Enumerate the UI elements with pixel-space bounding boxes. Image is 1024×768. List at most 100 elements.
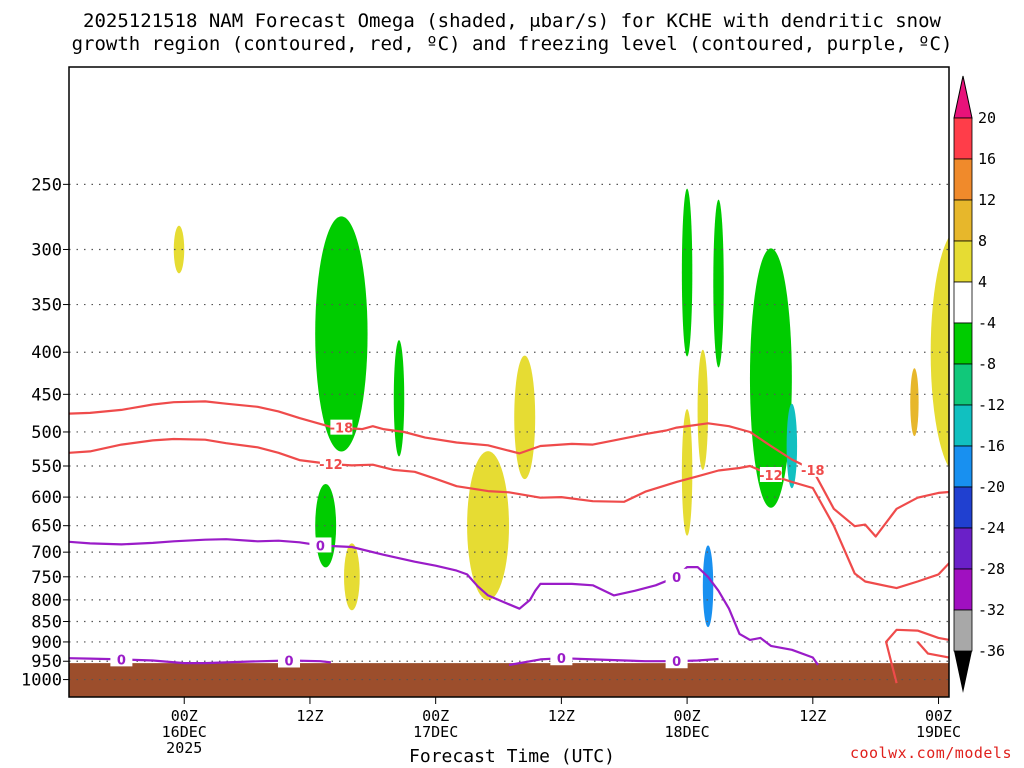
time-tick-label: 00Z bbox=[925, 707, 952, 725]
pressure-tick-label: 350 bbox=[31, 296, 62, 316]
freezing-level-contour-label-bg bbox=[110, 651, 133, 667]
colorbar-label: 8 bbox=[978, 232, 987, 250]
colorbar-swatch bbox=[953, 199, 973, 242]
pressure-tick-label: 800 bbox=[31, 591, 62, 611]
time-tick-label: 00Z bbox=[171, 707, 198, 725]
dendritic-contour-line bbox=[69, 437, 949, 590]
dendritic-contour-label-bg bbox=[801, 461, 824, 477]
dendritic-contour-label-bg bbox=[759, 466, 782, 482]
colorbar-swatch bbox=[953, 486, 973, 529]
omega-shaded-area bbox=[713, 199, 724, 368]
pressure-tick-label: 450 bbox=[31, 385, 62, 405]
pressure-tick-label: 650 bbox=[31, 517, 62, 537]
colorbar-label: 4 bbox=[978, 273, 987, 291]
time-tick-label: 17DEC bbox=[413, 723, 458, 741]
dendritic-contour-label-bg bbox=[330, 419, 353, 435]
time-tick-label: 19DEC bbox=[916, 723, 961, 741]
dendritic-contour-line bbox=[885, 628, 949, 684]
time-tick-label: 00Z bbox=[422, 707, 449, 725]
dendritic-contour-label: -12 bbox=[759, 469, 783, 484]
chart-title-line-2: growth region (contoured, red, ºC) and f… bbox=[71, 33, 953, 55]
freezing-level-contour-label: 0 bbox=[557, 652, 566, 667]
omega-shaded-area bbox=[910, 368, 919, 437]
colorbar-swatch bbox=[953, 609, 973, 652]
chart-title-line-1: 2025121518 NAM Forecast Omega (shaded, μ… bbox=[83, 10, 941, 32]
omega-shaded-area bbox=[344, 543, 360, 611]
pressure-tick-label: 1000 bbox=[21, 671, 62, 691]
freezing-level-contour-label-bg bbox=[665, 653, 688, 669]
freezing-level-contour-label: 0 bbox=[672, 655, 681, 670]
colorbar-label: -24 bbox=[978, 519, 1005, 537]
colorbar-label: -28 bbox=[978, 560, 1005, 578]
colorbar-label: -20 bbox=[978, 478, 1005, 496]
pressure-tick-label: 600 bbox=[31, 488, 62, 508]
freezing-level-contour-label-bg bbox=[278, 652, 300, 668]
colorbar-bottom-triangle bbox=[954, 651, 972, 693]
colorbar-label: 16 bbox=[978, 150, 996, 168]
freezing-level-contour-line bbox=[69, 657, 332, 665]
time-tick-label: 12Z bbox=[799, 707, 826, 725]
source-credit: coolwx.com/models bbox=[849, 744, 1012, 762]
omega-shaded-area bbox=[697, 349, 709, 470]
terrain-fill bbox=[69, 663, 949, 697]
omega-shaded-area bbox=[681, 188, 693, 357]
freezing-level-contour-line bbox=[69, 538, 819, 666]
freezing-level-contour-label: 0 bbox=[316, 539, 325, 554]
freezing-level-contour-label-bg bbox=[309, 537, 332, 553]
colorbar-top-triangle bbox=[953, 75, 973, 119]
colorbar-label: -8 bbox=[978, 355, 996, 373]
omega-shaded-area bbox=[393, 340, 405, 457]
x-axis-title: Forecast Time (UTC) bbox=[409, 746, 615, 767]
pressure-tick-label: 250 bbox=[31, 175, 62, 195]
colorbar-swatch bbox=[953, 527, 973, 570]
colorbar-swatch bbox=[953, 445, 973, 488]
time-tick-label: 12Z bbox=[548, 707, 575, 725]
dendritic-contour-line bbox=[69, 400, 949, 538]
time-tick-label: 2025 bbox=[166, 739, 202, 757]
time-tick-label: 18DEC bbox=[665, 723, 710, 741]
omega-shaded-area bbox=[749, 248, 792, 508]
omega-shaded-area bbox=[681, 409, 693, 536]
omega-shading-layer bbox=[173, 188, 949, 628]
pressure-tick-label: 700 bbox=[31, 543, 62, 563]
pressure-tick-label: 900 bbox=[31, 633, 62, 653]
omega-shaded-area bbox=[467, 451, 509, 601]
plot-frame bbox=[68, 66, 950, 698]
colorbar-label: -36 bbox=[978, 642, 1005, 660]
freezing-level-contour-label-bg bbox=[550, 650, 573, 666]
freezing-level-contour-label-bg bbox=[665, 568, 688, 584]
colorbar-label: -12 bbox=[978, 396, 1005, 414]
omega-shaded-area bbox=[702, 545, 714, 628]
colorbar-label: -16 bbox=[978, 437, 1005, 455]
contour-layer: -18 -18 -12 -12 0 0 0 0 0 0 bbox=[69, 400, 949, 684]
omega-shaded-area bbox=[786, 403, 798, 489]
dendritic-contour-label: -12 bbox=[319, 458, 343, 473]
omega-shaded-area bbox=[315, 483, 337, 568]
pressure-tick-label: 750 bbox=[31, 568, 62, 588]
colorbar-swatch bbox=[953, 404, 973, 447]
colorbar-swatch bbox=[953, 158, 973, 201]
omega-shaded-area bbox=[173, 225, 185, 274]
colorbar: 20 16 12 8 4 -4 -8 -12 -16 -20 -24 -28 -32 -36 bbox=[953, 75, 1005, 693]
colorbar-swatch bbox=[953, 281, 973, 324]
dendritic-contour-label: -18 bbox=[801, 464, 825, 479]
time-tick-label: 12Z bbox=[296, 707, 323, 725]
dendritic-contour-line bbox=[916, 641, 949, 659]
colorbar-label: 12 bbox=[978, 191, 996, 209]
pressure-tick-label: 300 bbox=[31, 240, 62, 260]
terrain-layer bbox=[69, 663, 949, 697]
freezing-level-contour-label: 0 bbox=[117, 653, 126, 668]
colorbar-label: -32 bbox=[978, 601, 1005, 619]
colorbar-swatch bbox=[953, 240, 973, 283]
colorbar-label: 20 bbox=[978, 109, 996, 127]
freezing-level-contour-label: 0 bbox=[284, 654, 293, 669]
freezing-level-contour-line bbox=[508, 657, 719, 667]
colorbar-swatch bbox=[953, 363, 973, 406]
omega-shaded-area bbox=[315, 216, 368, 452]
dendritic-contour-label: -18 bbox=[330, 422, 354, 437]
pressure-tick-label: 950 bbox=[31, 652, 62, 672]
pressure-tick-label: 500 bbox=[31, 423, 62, 443]
colorbar-swatch bbox=[953, 568, 973, 611]
